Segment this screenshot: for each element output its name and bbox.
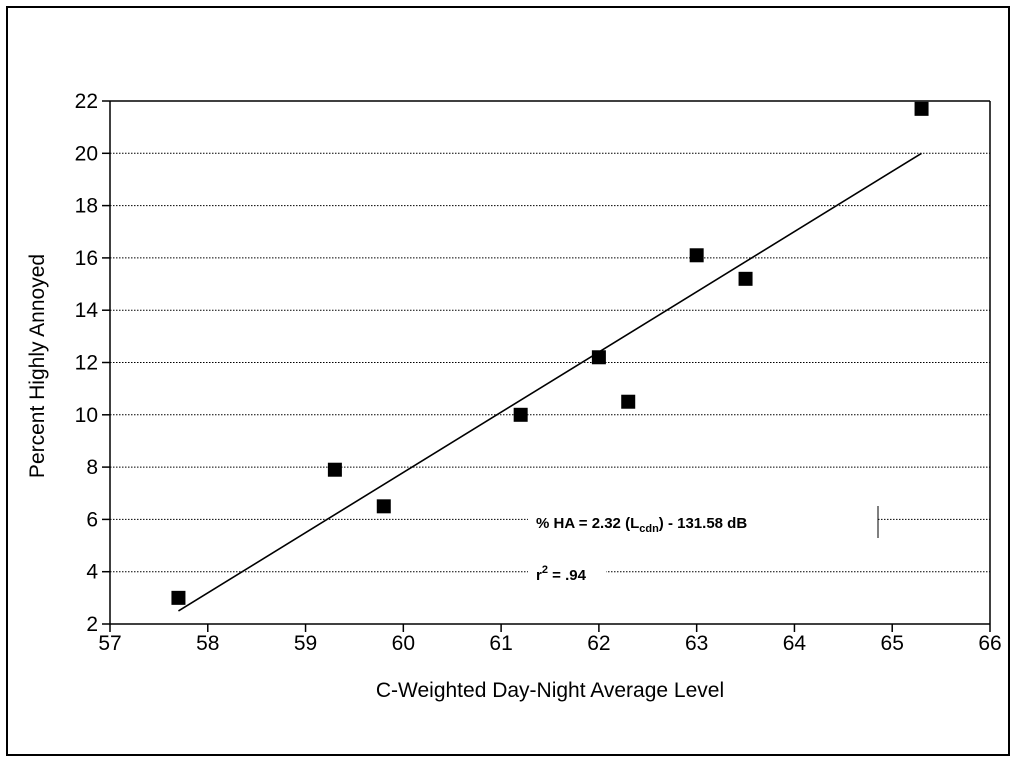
x-tick-label-62: 62 (587, 632, 610, 655)
y-tick-label-14: 14 (75, 299, 99, 322)
x-tick-label-66: 66 (978, 632, 1001, 655)
y-tick-label-20: 20 (75, 142, 98, 165)
y-tick-label-2: 2 (86, 613, 98, 636)
r2-annotation: r2 = .94 (536, 564, 587, 584)
x-axis-ticks: 57 58 59 60 61 62 63 64 65 66 (98, 624, 1002, 655)
y-tick-label-12: 12 (75, 352, 98, 375)
data-point-7 (738, 271, 753, 286)
x-tick-label-59: 59 (294, 632, 317, 655)
r2-annotation-background (528, 558, 606, 588)
x-axis-title: C-Weighted Day-Night Average Level (376, 679, 724, 702)
data-point-5 (621, 394, 636, 409)
data-point-4 (591, 350, 606, 365)
regression-line (178, 152, 922, 612)
y-tick-label-4: 4 (86, 561, 98, 584)
y-tick-label-22: 22 (75, 90, 98, 113)
y-tick-label-18: 18 (75, 195, 98, 218)
data-point-6 (689, 248, 704, 263)
x-tick-label-61: 61 (489, 632, 512, 655)
data-point-1 (327, 462, 342, 477)
x-tick-label-57: 57 (98, 632, 121, 655)
y-tick-label-10: 10 (75, 404, 98, 427)
chart-frame (6, 6, 1010, 756)
data-point-0 (171, 590, 186, 605)
equation-annotation-background (528, 505, 878, 537)
y-tick-label-8: 8 (86, 456, 98, 479)
data-points (171, 101, 929, 605)
y-tick-label-16: 16 (75, 247, 98, 270)
y-tick-label-6: 6 (86, 508, 98, 531)
data-point-8 (914, 101, 929, 116)
x-tick-label-58: 58 (196, 632, 219, 655)
data-point-3 (513, 407, 528, 422)
x-tick-label-65: 65 (881, 632, 904, 655)
x-tick-label-60: 60 (392, 632, 415, 655)
data-point-2 (376, 499, 391, 514)
regression-line-segment (178, 152, 922, 612)
equation-annotation: % HA = 2.32 (Lcdn) - 131.58 dB (536, 515, 747, 535)
x-tick-label-63: 63 (685, 632, 708, 655)
y-axis-title: Percent Highly Annoyed (26, 254, 49, 478)
y-axis-ticks: 2 4 6 8 10 12 14 16 18 20 22 (75, 90, 110, 636)
x-tick-label-64: 64 (783, 632, 807, 655)
